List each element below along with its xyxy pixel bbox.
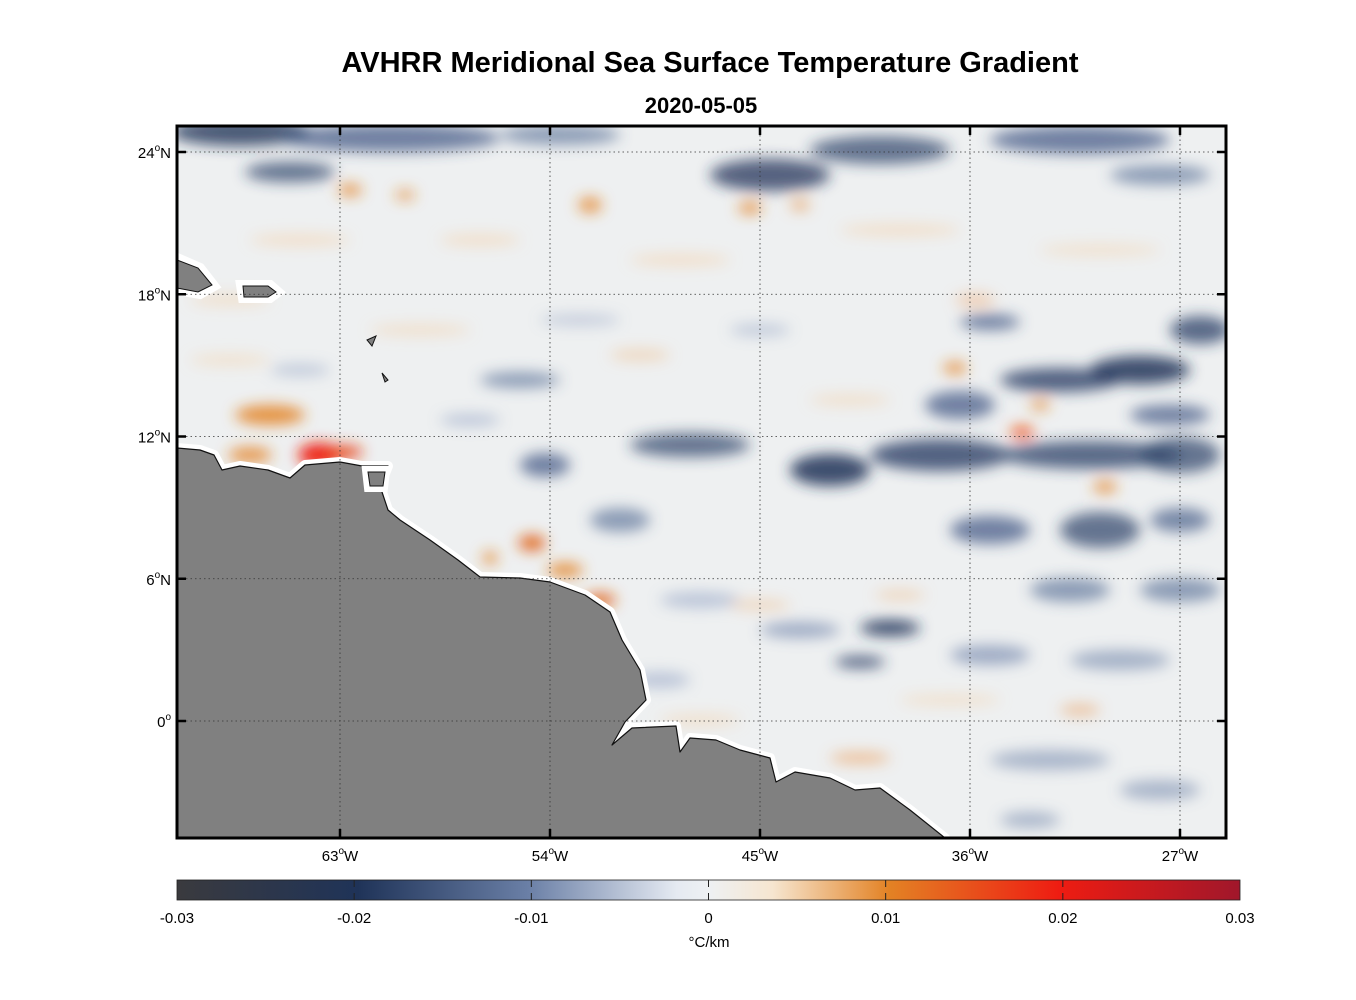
lat-hemi: N — [160, 572, 171, 589]
lat-tick-label: 18oN — [138, 285, 171, 304]
lat-hemi: N — [160, 430, 171, 447]
lat-tick-label: 6oN — [146, 570, 171, 589]
lon-deg: 54 — [532, 848, 549, 865]
degree-sup: o — [165, 712, 171, 723]
lon-hemi: W — [1184, 848, 1199, 865]
colorbar-tick-label: 0.02 — [1048, 910, 1077, 927]
colorbar-tick-label: 0.01 — [871, 910, 900, 927]
colorbar-ticks: -0.03 -0.02 -0.01 0 0.01 0.02 0.03 — [160, 880, 1255, 927]
lat-tick-label: 24oN — [138, 143, 171, 162]
colorbar-tick-label: 0 — [704, 910, 712, 927]
degree-sup: o — [968, 846, 974, 857]
anomaly-patches — [177, 126, 1226, 828]
degree-sup: o — [155, 428, 161, 439]
lat-deg: 18 — [138, 287, 155, 304]
lon-tick-label: 63oW — [322, 846, 359, 865]
sst-gradient-field — [177, 126, 1226, 838]
island-trinidad — [367, 471, 386, 487]
lon-hemi: W — [554, 848, 569, 865]
map-frame — [175, 124, 1228, 840]
lon-deg: 45 — [742, 848, 759, 865]
colorbar-tick-label: -0.01 — [514, 910, 548, 927]
degree-sup: o — [155, 570, 161, 581]
island-guadeloupe — [366, 335, 377, 347]
chart-title: AVHRR Meridional Sea Surface Temperature… — [341, 47, 1079, 79]
lon-tick-label: 45oW — [742, 846, 779, 865]
land-south-america — [177, 447, 946, 838]
graticule — [177, 126, 1226, 838]
colorbar-tick-label: -0.02 — [337, 910, 371, 927]
colorbar-tick-label: 0.03 — [1225, 910, 1254, 927]
chart-subtitle: 2020-05-05 — [644, 93, 758, 118]
lon-hemi: W — [344, 848, 359, 865]
colorbar-unit-label: °C/km — [689, 934, 730, 951]
colorbar-tick-label: -0.03 — [160, 910, 194, 927]
lon-tick-label: 27oW — [1162, 846, 1199, 865]
lon-deg: 63 — [322, 848, 339, 865]
degree-sup: o — [155, 143, 161, 154]
lon-deg: 27 — [1162, 848, 1179, 865]
lat-deg: 6 — [146, 572, 154, 589]
lat-deg: 24 — [138, 145, 155, 162]
lat-deg: 0 — [157, 714, 165, 731]
lat-hemi: N — [160, 287, 171, 304]
lon-deg: 36 — [952, 848, 969, 865]
lat-tick-label: 12oN — [138, 428, 171, 447]
lon-hemi: W — [764, 848, 779, 865]
degree-sup: o — [1178, 846, 1184, 857]
lat-tick-label: 0o — [157, 712, 171, 731]
degree-sup: o — [338, 846, 344, 857]
degree-sup: o — [758, 846, 764, 857]
lon-tick-label: 54oW — [532, 846, 569, 865]
lon-tick-label: 36oW — [952, 846, 989, 865]
island-martinique — [381, 372, 389, 383]
lat-deg: 12 — [138, 430, 155, 447]
degree-sup: o — [155, 285, 161, 296]
lon-hemi: W — [974, 848, 989, 865]
island-hispaniola — [177, 259, 213, 293]
degree-sup: o — [548, 846, 554, 857]
colorbar: -0.03 -0.02 -0.01 0 0.01 0.02 0.03 °C/km — [160, 879, 1255, 951]
lat-hemi: N — [160, 145, 171, 162]
